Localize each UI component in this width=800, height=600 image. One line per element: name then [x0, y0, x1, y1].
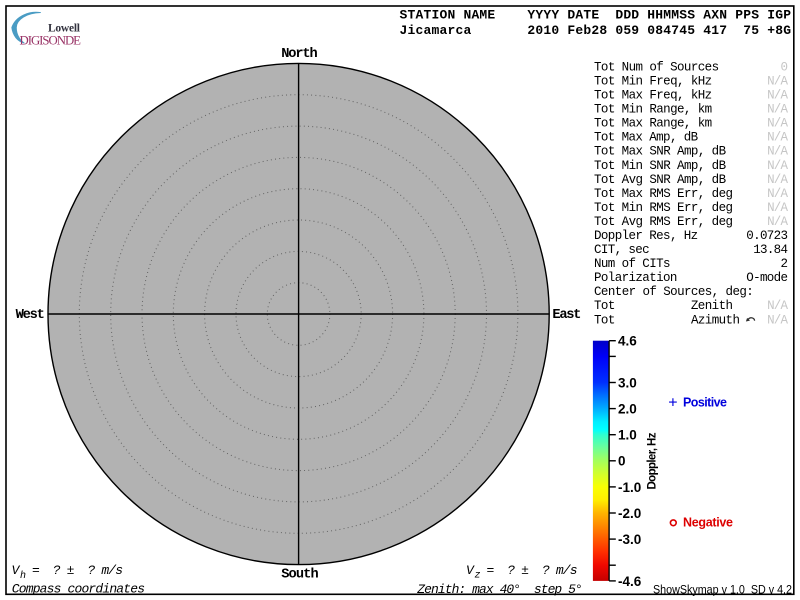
svg-text:= ? ± ? m/s: = ? ± ? m/s — [32, 563, 123, 578]
svg-text:North: North — [281, 47, 318, 62]
svg-text:N/A: N/A — [767, 201, 788, 215]
svg-text:Jicamarca 2010 Feb28 059: Jicamarca 2010 Feb28 059 084745 417 75 +… — [400, 23, 792, 38]
svg-text:N/A: N/A — [767, 145, 788, 159]
svg-text:= ? ± ? m/s: = ? ± ? m/s — [487, 563, 578, 578]
svg-text:N/A: N/A — [767, 75, 788, 89]
svg-text:2.0: 2.0 — [618, 402, 637, 417]
svg-text:O-mode: O-mode — [746, 271, 788, 285]
svg-text:V: V — [466, 563, 475, 578]
svg-text:N/A: N/A — [767, 131, 788, 145]
svg-text:Positive: Positive — [683, 396, 727, 410]
svg-text:-2.0: -2.0 — [618, 506, 641, 521]
svg-text:h: h — [20, 570, 26, 582]
svg-text:Tot Max Amp, dB: Tot Max Amp, dB — [594, 131, 699, 145]
svg-text:-3.0: -3.0 — [618, 532, 641, 547]
svg-text:Compass coordinates: Compass coordinates — [12, 582, 145, 597]
svg-text:Num of CITs: Num of CITs — [594, 257, 671, 271]
svg-text:ShowSkymap v 1.0 SD v 4.2: ShowSkymap v 1.0 SD v 4.2 — [653, 582, 792, 596]
svg-text:Tot Num of Sources: Tot Num of Sources — [594, 60, 719, 74]
svg-text:1.0: 1.0 — [618, 428, 637, 443]
svg-text:0.0723: 0.0723 — [746, 229, 788, 243]
svg-text:N/A: N/A — [767, 173, 788, 187]
svg-text:Lowell: Lowell — [48, 22, 80, 34]
svg-text:Tot Min Freq, kHz: Tot Min Freq, kHz — [594, 75, 712, 89]
svg-text:East: East — [552, 308, 581, 323]
svg-text:CIT, sec: CIT, sec — [594, 243, 650, 257]
svg-text:2: 2 — [780, 257, 788, 271]
svg-text:z: z — [475, 570, 481, 581]
svg-text:Polarization: Polarization — [594, 271, 677, 285]
svg-text:Tot Max RMS Err, deg: Tot Max RMS Err, deg — [594, 187, 733, 201]
svg-text:0: 0 — [780, 60, 788, 74]
svg-text:4.6: 4.6 — [618, 334, 637, 349]
svg-text:N/A: N/A — [767, 313, 788, 327]
svg-text:South: South — [281, 568, 319, 583]
svg-text:Tot Azimuth: Tot Azimuth — [594, 313, 740, 327]
svg-text:Doppler Res, Hz: Doppler Res, Hz — [594, 229, 698, 243]
svg-text:Doppler, Hz: Doppler, Hz — [647, 432, 659, 489]
svg-text:13.84: 13.84 — [753, 243, 788, 257]
svg-text:-4.6: -4.6 — [618, 574, 642, 589]
svg-text:3.0: 3.0 — [618, 375, 637, 390]
svg-text:Tot Max Range, km: Tot Max Range, km — [594, 117, 712, 131]
svg-text:DIGISONDE: DIGISONDE — [20, 34, 82, 48]
svg-text:Tot Avg RMS Err, deg: Tot Avg RMS Err, deg — [594, 215, 733, 229]
svg-text:N/A: N/A — [767, 215, 788, 229]
svg-text:Tot Min Range, km: Tot Min Range, km — [594, 103, 712, 117]
svg-text:N/A: N/A — [767, 103, 788, 117]
svg-text:-1.0: -1.0 — [618, 480, 641, 495]
svg-text:Negative: Negative — [683, 516, 733, 530]
svg-text:STATION NAME YYYY DATE DDD: STATION NAME YYYY DATE DDD HHMMSS AXN PP… — [400, 8, 792, 23]
svg-text:+: + — [668, 394, 677, 411]
svg-text:Tot Min SNR Amp, dB: Tot Min SNR Amp, dB — [594, 159, 727, 173]
svg-text:Tot Min RMS Err, deg: Tot Min RMS Err, deg — [594, 201, 733, 215]
svg-text:Tot Zenith: Tot Zenith — [594, 299, 733, 313]
svg-text:Center of Sources, deg:: Center of Sources, deg: — [594, 285, 754, 299]
svg-text:N/A: N/A — [767, 117, 788, 131]
svg-text:V: V — [12, 563, 21, 578]
svg-text:N/A: N/A — [767, 159, 788, 173]
svg-text:Tot Max Freq, kHz: Tot Max Freq, kHz — [594, 89, 712, 103]
svg-text:0: 0 — [618, 454, 626, 469]
svg-text:West: West — [16, 308, 45, 323]
svg-text:Tot Max SNR Amp, dB: Tot Max SNR Amp, dB — [594, 145, 727, 159]
svg-text:Zenith: max 40° step 5°: Zenith: max 40° step 5° — [416, 582, 583, 597]
svg-text:N/A: N/A — [767, 89, 788, 103]
svg-text:Tot Avg SNR Amp, dB: Tot Avg SNR Amp, dB — [594, 173, 727, 187]
svg-text:N/A: N/A — [767, 299, 788, 313]
svg-text:N/A: N/A — [767, 187, 788, 201]
